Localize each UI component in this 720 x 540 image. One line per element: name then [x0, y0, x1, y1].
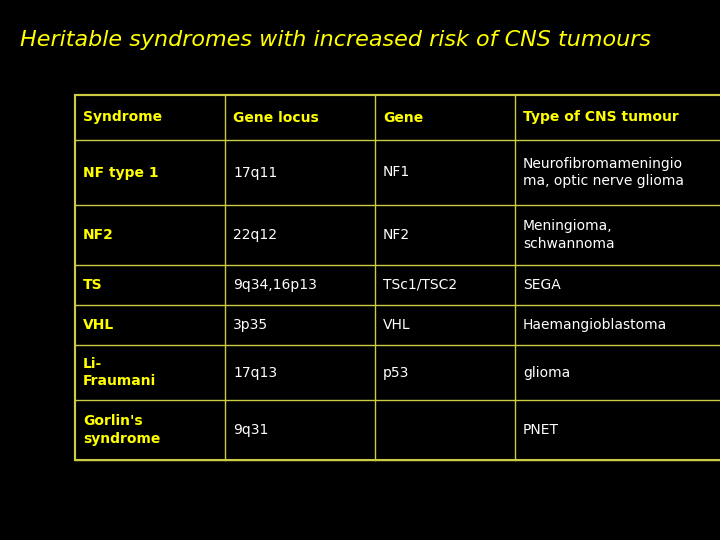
Text: Syndrome: Syndrome — [83, 111, 162, 125]
Text: 9q34,16p13: 9q34,16p13 — [233, 278, 317, 292]
Text: Meningioma,
schwannoma: Meningioma, schwannoma — [523, 219, 615, 251]
Text: VHL: VHL — [383, 318, 410, 332]
Text: Gene: Gene — [383, 111, 423, 125]
Text: PNET: PNET — [523, 423, 559, 437]
Text: 22q12: 22q12 — [233, 228, 277, 242]
Text: 3p35: 3p35 — [233, 318, 268, 332]
Text: TS: TS — [83, 278, 103, 292]
Text: 9q31: 9q31 — [233, 423, 269, 437]
Text: VHL: VHL — [83, 318, 114, 332]
Text: 17q11: 17q11 — [233, 165, 277, 179]
Text: 17q13: 17q13 — [233, 366, 277, 380]
Text: Gene locus: Gene locus — [233, 111, 319, 125]
Text: NF1: NF1 — [383, 165, 410, 179]
Text: NF type 1: NF type 1 — [83, 165, 158, 179]
Text: Heritable syndromes with increased risk of CNS tumours: Heritable syndromes with increased risk … — [20, 30, 651, 50]
Text: p53: p53 — [383, 366, 410, 380]
Text: Type of CNS tumour: Type of CNS tumour — [523, 111, 679, 125]
Text: Neurofibromameningio
ma, optic nerve glioma: Neurofibromameningio ma, optic nerve gli… — [523, 157, 684, 188]
Text: NF2: NF2 — [383, 228, 410, 242]
Bar — [75, 95, 720, 460]
Text: glioma: glioma — [523, 366, 570, 380]
Text: Li-
Fraumani: Li- Fraumani — [83, 357, 156, 388]
Text: TSc1/TSC2: TSc1/TSC2 — [383, 278, 457, 292]
Text: SEGA: SEGA — [523, 278, 561, 292]
Text: Gorlin's
syndrome: Gorlin's syndrome — [83, 414, 161, 446]
Text: NF2: NF2 — [83, 228, 114, 242]
Text: Haemangioblastoma: Haemangioblastoma — [523, 318, 667, 332]
